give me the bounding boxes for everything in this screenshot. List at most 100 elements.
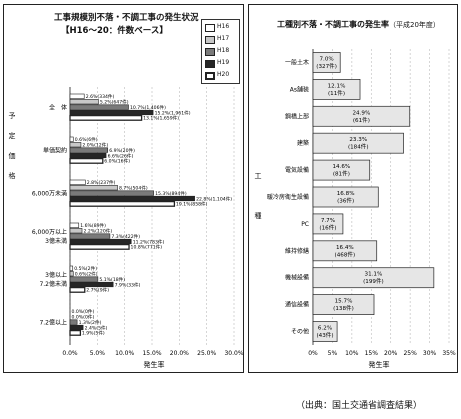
left-data-label: 2.4%(5件) [85, 324, 108, 331]
left-data-label: 2.6%(334件) [86, 93, 115, 100]
left-bar-h16 [69, 136, 74, 142]
left-data-label: 2.0%(12件) [82, 142, 108, 149]
left-data-label: 6.0%(16件) [104, 158, 130, 165]
left-data-label: 11.2%(783件) [133, 238, 165, 245]
right-x-tick-label: 5% [328, 350, 338, 357]
left-bar-h19 [69, 195, 195, 202]
right-y-axis-vertical-label: 工種 [254, 170, 262, 250]
right-category-label: 鋼橋上部 [285, 112, 309, 120]
right-bar [312, 105, 411, 127]
left-data-label: 10.8%(771件) [131, 244, 163, 251]
left-x-tick-label: 0.0% [62, 350, 78, 357]
legend-swatch-h17 [205, 36, 215, 44]
legend-label-h20: H20 [217, 71, 230, 78]
right-bar [312, 132, 404, 154]
left-data-label: 19.1%(858件) [176, 201, 208, 208]
left-bar-h16 [69, 222, 80, 228]
left-bar-h17 [69, 99, 99, 105]
left-bar-h20 [69, 157, 104, 164]
right-data-label-count: (138件) [333, 304, 354, 312]
right-x-axis-title: 発生率 [369, 360, 390, 369]
right-chart-title-suffix: （平成20年度） [389, 21, 440, 29]
left-bar-h18 [69, 147, 109, 153]
left-data-label: 0.6%(2件) [75, 271, 98, 278]
left-data-label: 2.7%(9件) [86, 287, 109, 294]
left-data-label: 8.7%(504件) [119, 185, 148, 192]
left-bar-h17 [69, 142, 82, 148]
left-bar-h19 [69, 238, 132, 245]
right-data-label-count: (199件) [363, 277, 384, 285]
legend-item-h17: H17 [205, 35, 239, 44]
right-category-label: 暖冷房衛生設備 [267, 193, 309, 201]
left-data-label: 1.9%(5件) [82, 330, 105, 337]
right-data-label-count: (36件) [337, 197, 354, 205]
scale-chart-panel: 工事規模別不落・不調工事の発生状況 【H16～20：件数ベース】 予定価格 0.… [3, 4, 244, 373]
right-data-label-value: 24.9% [352, 110, 370, 116]
left-x-tick-label: 5.0% [90, 350, 106, 357]
right-data-label-value: 23.3% [349, 137, 367, 143]
left-data-label: 0.6%(6件) [75, 136, 98, 143]
left-bar-h16 [69, 93, 85, 99]
left-y-axis-vertical-label: 予定価格 [8, 110, 16, 190]
legend-label-h18: H18 [217, 47, 230, 54]
right-bar [312, 240, 378, 262]
legend-label-h16: H16 [217, 23, 230, 30]
left-category-label: 7.2億以上 [39, 319, 67, 327]
left-data-label: 5.1%(18件) [99, 276, 125, 283]
left-data-label: 2.8%(237件) [87, 179, 116, 186]
worktype-bar-chart: 0% 5% 10% 15% 20% 25% 30% 35% 発生率 一般土木 7.0%(327件) A… [267, 49, 456, 369]
source-note: （出典：国土交通省調査結果） [296, 401, 423, 411]
left-data-label: 13.1%(1,659件) [143, 115, 179, 122]
left-bar-h20 [69, 243, 130, 250]
right-data-label-count: (43件) [317, 331, 334, 339]
left-data-label: 15.2%(1,961件) [155, 109, 191, 116]
right-bar [312, 213, 344, 235]
right-x-tick-label: 30% [423, 350, 437, 357]
left-category-label: 3億未満 [45, 237, 67, 245]
left-data-label: 6.6%(26件) [108, 152, 134, 159]
left-x-tick-label: 15.0% [142, 350, 161, 357]
right-x-tick-label: 0% [308, 350, 318, 357]
r-vert-char-1: 種 [254, 212, 262, 220]
left-data-label: 1.3%(2件) [79, 319, 102, 326]
left-x-axis-title: 発生率 [144, 360, 165, 369]
left-bar-h20 [69, 286, 86, 293]
right-data-label-value: 6.2% [318, 326, 332, 332]
right-category-label: 一般土木 [285, 58, 309, 66]
right-chart-title-main: 工種別不落・不調工事の発生率 [277, 20, 389, 29]
left-bar-h18 [69, 190, 154, 196]
y-vert-char-0: 予 [8, 112, 16, 120]
left-data-label: 0.0%(0件) [72, 314, 95, 321]
right-bar [312, 294, 375, 315]
legend-swatch-h19 [205, 60, 215, 68]
y-vert-char-2: 価 [8, 152, 16, 160]
right-bar [312, 186, 379, 208]
right-data-label-value: 7.0% [319, 56, 333, 62]
left-bar-h18 [69, 276, 99, 282]
legend-label-h19: H19 [217, 59, 230, 66]
y-vert-char-1: 定 [8, 132, 16, 140]
right-data-label-count: (468件) [335, 250, 356, 258]
left-bar-h19 [69, 324, 84, 331]
right-bar [312, 321, 338, 342]
legend: H16 H17 H18 H19 H20 [201, 19, 240, 84]
right-category-label: 機械設備 [285, 274, 309, 282]
legend-swatch-h16 [205, 24, 215, 32]
left-category-label: 7.2億未満 [39, 280, 67, 288]
right-x-tick-label: 15% [365, 350, 379, 357]
left-data-label: 5.2%(647件) [100, 99, 129, 106]
legend-item-h20: H20 [205, 71, 239, 80]
right-data-label-count: (61件) [353, 116, 370, 124]
legend-item-h18: H18 [205, 47, 239, 56]
left-bar-h19 [69, 152, 107, 159]
legend-swatch-h20 [205, 72, 215, 80]
right-category-label: その他 [291, 328, 309, 336]
right-bar [312, 52, 341, 73]
right-data-label-value: 12.1% [328, 83, 346, 89]
legend-swatch-h18 [205, 48, 215, 56]
right-data-label-count: (184件) [348, 143, 369, 151]
legend-item-h19: H19 [205, 59, 239, 68]
left-data-label: 10.7%(1,406件) [130, 104, 166, 111]
left-category-label: 6,000万未満 [32, 190, 67, 198]
right-data-label-count: (81件) [333, 170, 350, 178]
